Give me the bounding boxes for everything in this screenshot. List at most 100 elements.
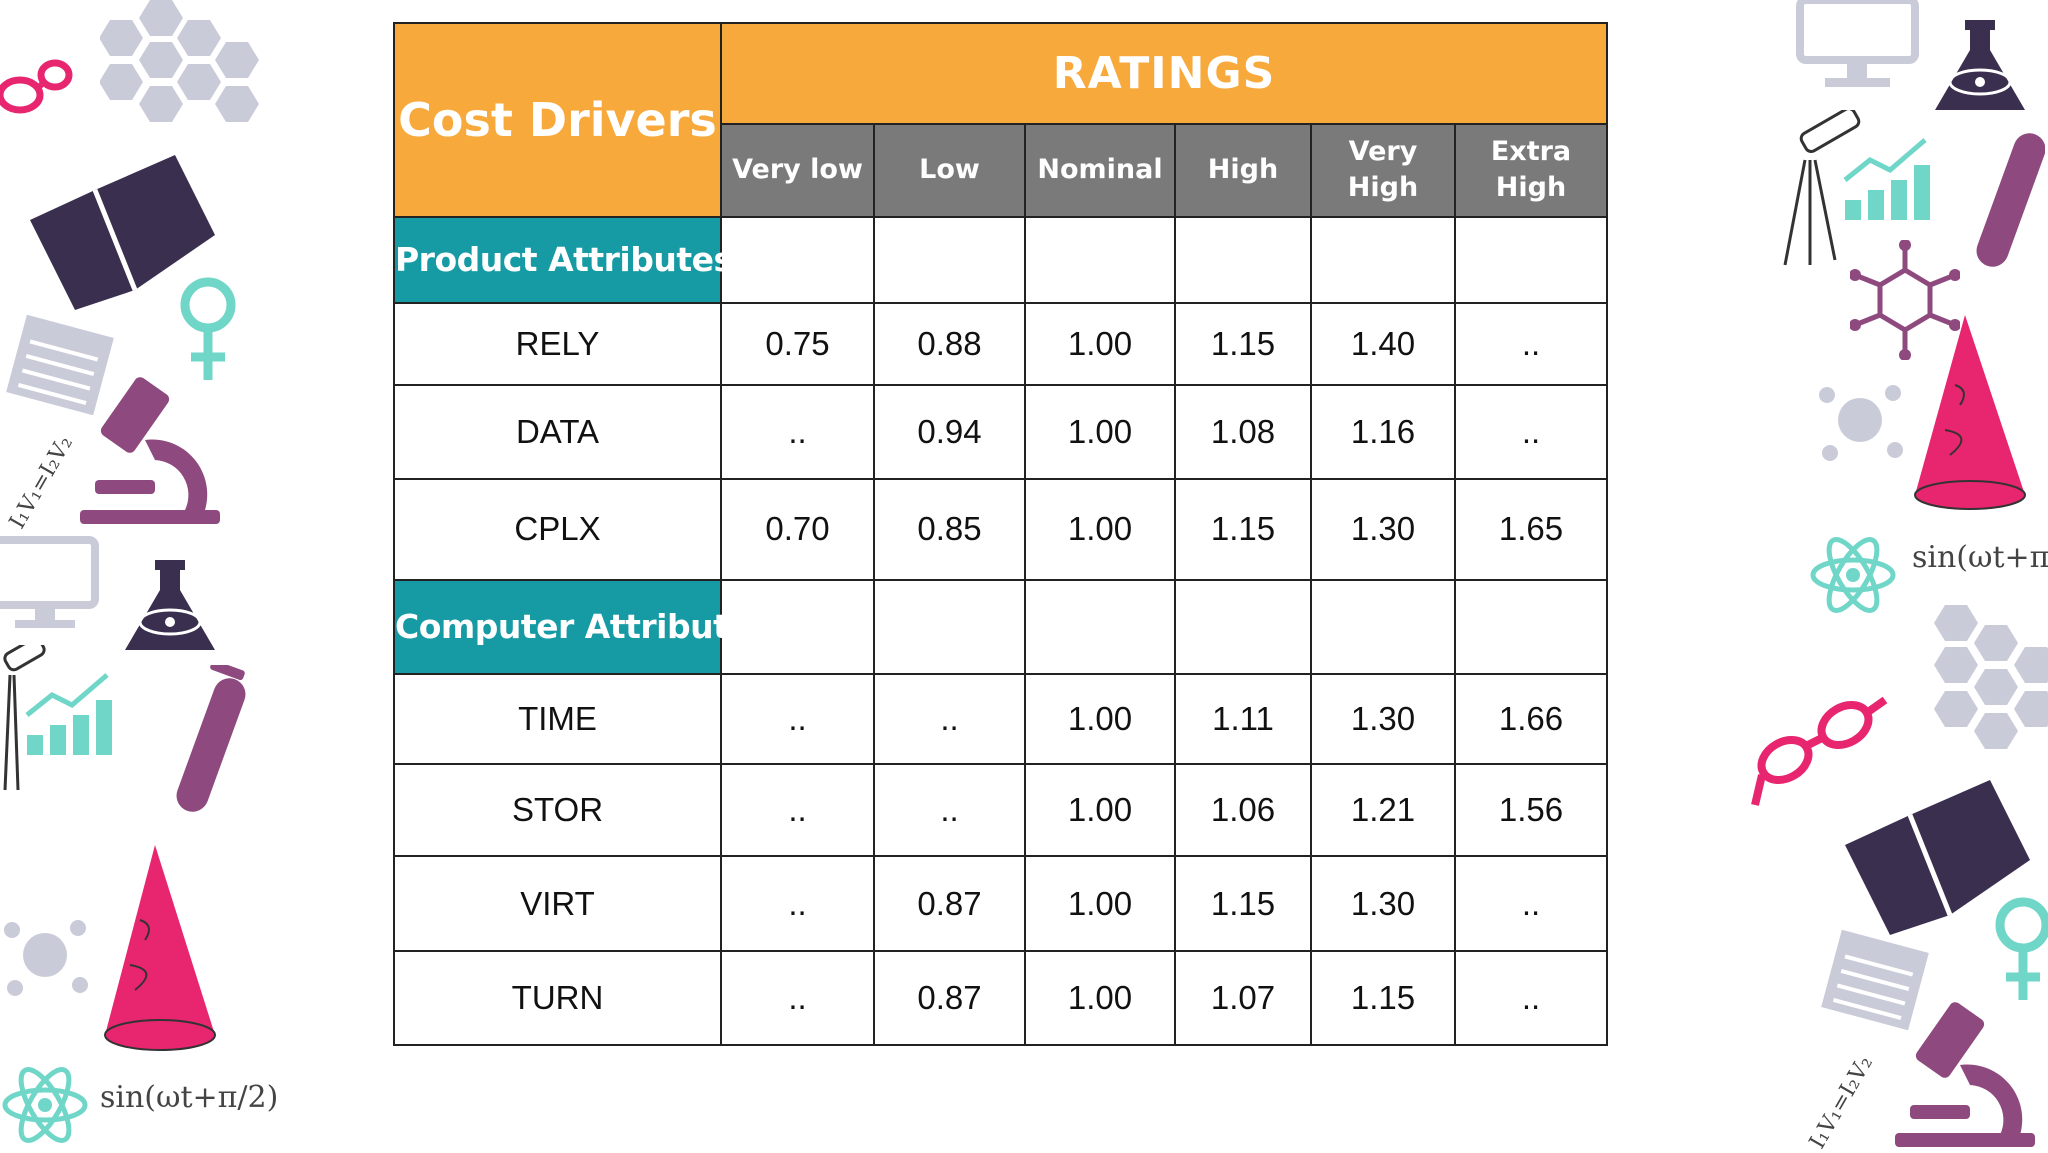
test-tube-icon-right: [1975, 125, 2045, 275]
table-row: VIRT.. 0.87 1.00 1.15 1.30..: [393, 855, 1608, 952]
section-row: Computer Attributes: [393, 578, 1608, 675]
rating-value: 1.15: [1310, 949, 1456, 1047]
rating-value: ..: [1454, 855, 1608, 952]
driver-name: VIRT: [393, 855, 722, 952]
driver-name: TURN: [393, 949, 722, 1047]
rating-value: ..: [1454, 949, 1608, 1047]
growth-chart-icon-right: [1840, 135, 1940, 225]
rating-value: 0.85: [873, 478, 1026, 581]
empty-cell: [720, 578, 875, 675]
glasses-icon-right: [1750, 680, 1890, 810]
driver-name: TIME: [393, 672, 722, 766]
rating-value: 1.00: [1024, 672, 1176, 766]
empty-cell: [1310, 578, 1456, 675]
cost-drivers-table: Cost Drivers RATINGS Very low Low Nominal H…: [393, 21, 1608, 1047]
molecule-network-icon: [1850, 240, 1960, 360]
telescope-icon-right: [1770, 110, 1870, 270]
rating-value: 1.00: [1024, 763, 1176, 858]
rating-value: 1.00: [1024, 855, 1176, 952]
rating-value: 1.40: [1310, 301, 1456, 387]
empty-cell: [873, 578, 1026, 675]
ohm-law-formula-right: I₁V₁=I₂V₂: [1804, 1051, 1878, 1153]
rating-value: 1.07: [1174, 949, 1312, 1047]
rating-value: 1.30: [1310, 855, 1456, 952]
atom-icon-right: [1808, 530, 1898, 620]
cone-icon-left: [95, 845, 225, 1055]
rating-value: 1.00: [1024, 478, 1176, 581]
driver-name: STOR: [393, 763, 722, 858]
rating-value: 1.65: [1454, 478, 1608, 581]
sine-formula-left: sin(ωt+π/2): [100, 1080, 279, 1115]
test-tube-icon: [160, 665, 250, 815]
rating-value: 1.56: [1454, 763, 1608, 858]
sine-formula-right: sin(ωt+π/2): [1912, 540, 2048, 575]
rating-value: 1.11: [1174, 672, 1312, 766]
cone-icon-right: [1910, 315, 2035, 515]
rating-value: ..: [1454, 384, 1608, 481]
female-symbol-icon-right: [1990, 895, 2048, 1005]
hexagon-cluster-icon-right: [1915, 605, 2048, 765]
rating-value: 1.08: [1174, 384, 1312, 481]
rating-value: 1.30: [1310, 478, 1456, 581]
rating-value: 1.00: [1024, 949, 1176, 1047]
atom-icon-left: [0, 1060, 90, 1150]
empty-cell: [1310, 215, 1456, 304]
rating-value: 1.66: [1454, 672, 1608, 766]
empty-cell: [1024, 215, 1176, 304]
open-book-icon-right: [1840, 775, 2030, 935]
rating-value: 1.16: [1310, 384, 1456, 481]
rating-value: 0.87: [873, 855, 1026, 952]
empty-cell: [720, 215, 875, 304]
section-row: Product Attributes: [393, 215, 1608, 304]
open-book-icon: [25, 150, 215, 310]
rating-value: 0.88: [873, 301, 1026, 387]
growth-chart-icon: [22, 670, 122, 760]
driver-name: DATA: [393, 384, 722, 481]
notepad-icon: [5, 315, 115, 415]
molecule-icon-left: [0, 910, 90, 1000]
rating-column-header: High: [1174, 123, 1312, 218]
rating-column-header: Nominal: [1024, 123, 1176, 218]
female-symbol-icon: [175, 275, 245, 385]
rating-value: 0.75: [720, 301, 875, 387]
table-row: TIME.... 1.00 1.11 1.30 1.66: [393, 672, 1608, 766]
table-row: CPLX 0.70 0.85 1.00 1.15 1.30 1.65: [393, 478, 1608, 581]
rating-value: 0.94: [873, 384, 1026, 481]
table-row: RELY 0.75 0.88 1.00 1.15 1.40..: [393, 301, 1608, 387]
rating-value: 1.30: [1310, 672, 1456, 766]
rating-value: 1.00: [1024, 384, 1176, 481]
rating-value: 0.87: [873, 949, 1026, 1047]
empty-cell: [1454, 215, 1608, 304]
rating-value: ..: [1454, 301, 1608, 387]
flask-icon: [120, 560, 220, 655]
empty-cell: [1174, 215, 1312, 304]
driver-name: RELY: [393, 301, 722, 387]
empty-cell: [1174, 578, 1312, 675]
cost-drivers-header: Cost Drivers: [393, 22, 722, 218]
driver-name: CPLX: [393, 478, 722, 581]
table-row: STOR.... 1.00 1.06 1.21 1.56: [393, 763, 1608, 858]
section-title: Product Attributes: [393, 215, 733, 304]
empty-cell: [1024, 578, 1176, 675]
rating-value: ..: [720, 384, 875, 481]
flask-icon-right: [1930, 20, 2030, 115]
rating-value: ..: [873, 672, 1026, 766]
rating-value: ..: [720, 763, 875, 858]
rating-value: 1.00: [1024, 301, 1176, 387]
rating-column-header: Very High: [1310, 123, 1456, 218]
empty-cell: [1454, 578, 1608, 675]
microscope-icon-right: [1890, 995, 2040, 1150]
hexagon-cluster-icon: [100, 0, 270, 140]
rating-value: ..: [720, 949, 875, 1047]
rating-column-header: Extra High: [1454, 123, 1608, 218]
table-row: TURN.. 0.87 1.00 1.07 1.15..: [393, 949, 1608, 1047]
rating-columns-row: Very low Low Nominal High Very High Extra Hig…: [394, 123, 1608, 218]
monitor-icon: [0, 535, 100, 635]
monitor-icon-right: [1795, 0, 1920, 95]
microscope-icon: [75, 370, 225, 530]
rating-value: 1.21: [1310, 763, 1456, 858]
table-row: DATA.. 0.94 1.00 1.08 1.16..: [393, 384, 1608, 481]
rating-value: ..: [873, 763, 1026, 858]
rating-column-header: Very low: [720, 123, 875, 218]
rating-value: 0.70: [720, 478, 875, 581]
